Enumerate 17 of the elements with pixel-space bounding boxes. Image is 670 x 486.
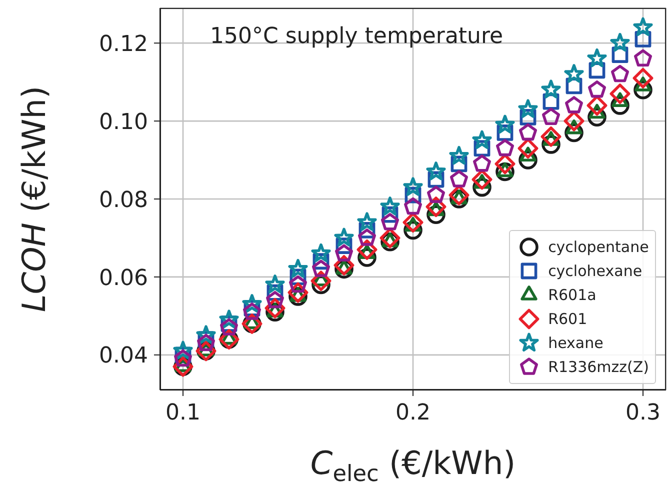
legend-label: R601a [548, 286, 596, 304]
y-tick-label: 0.08 [99, 188, 148, 213]
legend-label: R1336mzz(Z) [548, 358, 649, 376]
legend-label: R601 [548, 310, 588, 328]
y-axis-title: LCOH (€/kWh) [14, 86, 53, 312]
y-tick-label: 0.12 [99, 32, 148, 57]
annotation: 150°C supply temperature [210, 24, 504, 49]
legend-label: cyclohexane [548, 262, 642, 280]
legend-label: hexane [548, 334, 604, 352]
x-axis-title: C$_{elec}$ (€/kWh) [310, 444, 516, 486]
y-tick-label: 0.06 [99, 266, 148, 291]
y-tick-label: 0.10 [99, 110, 148, 135]
x-tick-label: 0.1 [166, 400, 200, 426]
legend-label: cyclopentane [548, 238, 649, 256]
x-tick-label: 0.3 [626, 400, 660, 426]
y-tick-label: 0.04 [99, 344, 148, 369]
x-tick-label: 0.2 [396, 400, 430, 426]
